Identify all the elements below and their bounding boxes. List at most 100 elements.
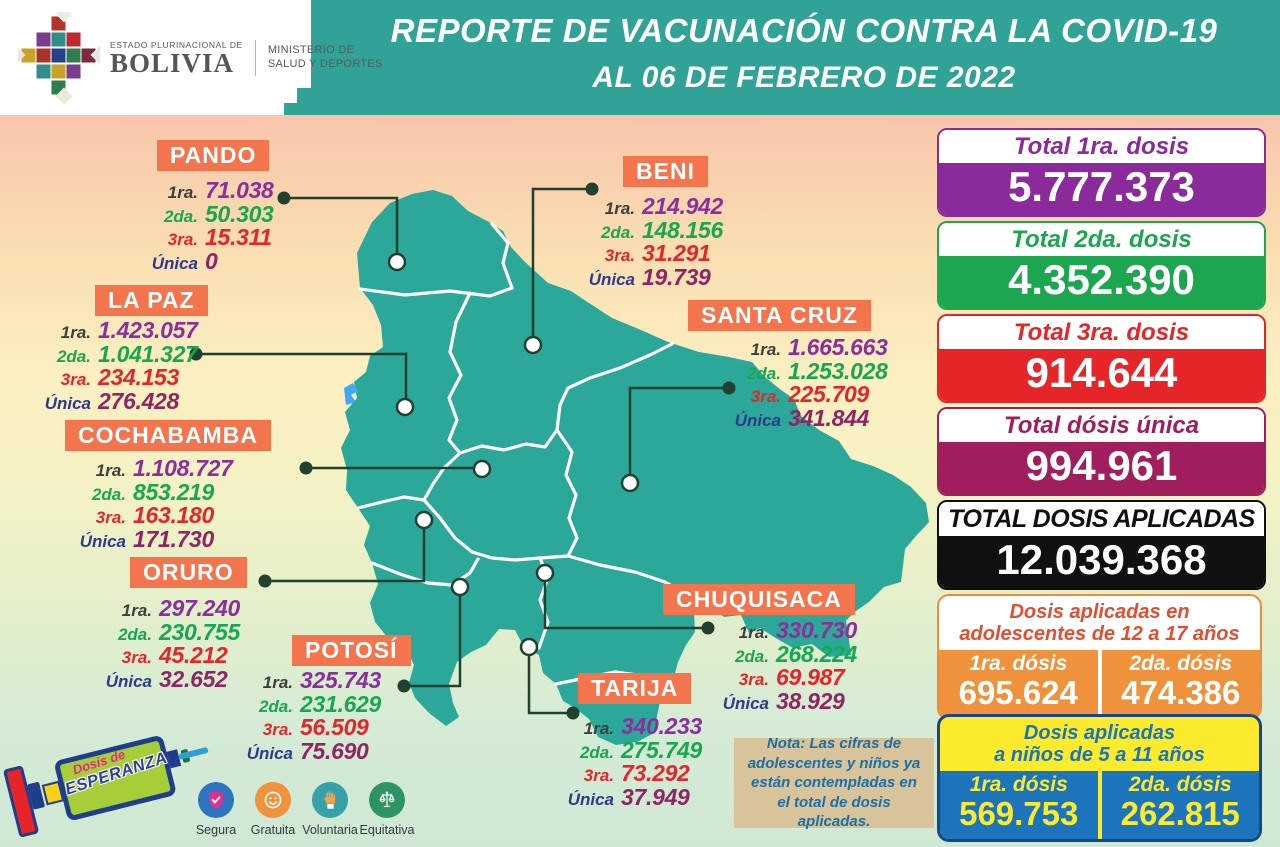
- children-2da-cell: 2da. dósis 262.815: [1101, 770, 1259, 839]
- dose-row: 3ra. 225.709: [671, 383, 888, 408]
- dose-label-3ra: 3ra.: [60, 370, 91, 389]
- department-block-la-paz: LA PAZ 1ra. 1.423.057 2da. 1.041.327 3ra. 2…: [0, 285, 208, 414]
- dose-value-2da: 275.749: [621, 736, 703, 763]
- cell-label: 2da. dósis: [1128, 772, 1232, 796]
- dose-value-1ra: 1.665.663: [788, 334, 888, 360]
- dose-label-unica: Única: [151, 253, 198, 273]
- dose-value-2da: 50.303: [205, 200, 274, 227]
- cell-value: 262.815: [1120, 794, 1240, 832]
- dose-value-unica: 32.652: [159, 665, 228, 692]
- dose-value-unica: 276.428: [98, 387, 180, 414]
- principle-label: Equitativa: [359, 823, 415, 837]
- dose-label-unica: Única: [722, 693, 769, 713]
- header: ESTADO PLURINACIONAL DE BOLIVIA MINISTER…: [0, 0, 1280, 115]
- dose-label-2da: 2da.: [600, 222, 635, 242]
- dose-label-2da: 2da.: [91, 484, 126, 504]
- dose-row: 2da. 148.156: [525, 218, 723, 244]
- dose-label-unica: Única: [105, 671, 152, 691]
- department-name: LA PAZ: [95, 285, 208, 316]
- dose-row: 2da. 1.253.028: [671, 357, 888, 385]
- dose-row: 3ra. 73.292: [504, 760, 702, 787]
- dose-value-1ra: 1.108.727: [133, 455, 233, 481]
- dose-label-1ra: 1ra.: [95, 461, 126, 480]
- dose-label-2da: 2da.: [258, 696, 293, 716]
- dose-row: 3ra. 31.291: [525, 242, 723, 267]
- dose-label-unica: Única: [246, 743, 293, 763]
- department-name: BENI: [623, 156, 708, 187]
- dose-value-2da: 1.041.327: [98, 340, 198, 367]
- dose-value-2da: 230.755: [159, 618, 241, 645]
- dose-value-3ra: 69.987: [776, 664, 845, 690]
- dose-value-unica: 75.690: [300, 737, 369, 764]
- children-card-title: Dosis aplicadas a niños de 5 a 11 años: [940, 717, 1259, 771]
- total-card-label: Total dósis única: [939, 409, 1264, 442]
- ministry-line2: SALUD Y DEPORTES: [267, 58, 383, 70]
- dose-label-2da: 2da.: [579, 742, 614, 762]
- cell-label: 1ra. dósis: [969, 772, 1068, 796]
- dose-value-2da: 1.253.028: [788, 357, 888, 384]
- department-marker-dots: [387, 252, 640, 657]
- dose-row: 1ra. 1.665.663: [671, 334, 888, 361]
- total-card-value: 994.961: [939, 442, 1264, 495]
- dose-row: 1ra. 340.233: [504, 715, 703, 740]
- total-card-3ra-dosis: Total 3ra. dosis 914.644: [937, 314, 1266, 404]
- dose-row: 1ra. 1.423.057: [0, 317, 198, 344]
- dose-label-2da: 2da.: [56, 346, 91, 366]
- dose-label-2da: 2da.: [746, 363, 781, 383]
- dose-value-3ra: 163.180: [133, 502, 215, 528]
- adolescents-title-line1: Dosis aplicadas en: [1009, 601, 1190, 623]
- department-block-oruro: ORURO 1ra. 297.240 2da. 230.755 3ra. 45.212…: [42, 557, 247, 692]
- logo-divider: [254, 40, 256, 76]
- dose-row: Única 75.690: [183, 737, 381, 765]
- dose-label-1ra: 1ra.: [121, 601, 152, 620]
- cell-label: 2da. dósis: [1129, 651, 1233, 675]
- adolescents-2da-cell: 2da. dósis 474.386: [1101, 649, 1260, 718]
- lake-titicaca-icon: [344, 383, 358, 405]
- dose-value-1ra: 1.423.057: [98, 317, 198, 343]
- department-name: CHUQUISACA: [663, 584, 855, 615]
- dose-row: 1ra. 330.730: [659, 617, 858, 644]
- department-block-chuquisaca: CHUQUISACA 1ra. 330.730 2da. 268.224 3ra. 6…: [659, 584, 858, 715]
- children-title-line2: a niños de 5 a 11 años: [994, 744, 1205, 767]
- dose-label-3ra: 3ra.: [738, 670, 769, 689]
- dose-row: 1ra. 214.942: [525, 193, 724, 220]
- dose-row: Única 171.730: [16, 525, 233, 553]
- dose-value-unica: 0: [205, 247, 218, 274]
- children-cells: 1ra. dósis 569.753 2da. dósis 262.815: [940, 770, 1259, 839]
- dose-value-unica: 341.844: [788, 404, 870, 431]
- dose-label-3ra: 3ra.: [167, 230, 198, 249]
- department-block-tarija: TARIJA 1ra. 340.233 2da. 275.749 3ra. 73.29…: [504, 673, 703, 811]
- dose-value-3ra: 45.212: [159, 642, 228, 668]
- principle-equitativa: Equitativa: [359, 782, 415, 837]
- note-prefix: Nota:: [766, 735, 806, 753]
- connector-lines: [196, 187, 729, 715]
- dose-label-unica: Única: [734, 410, 781, 430]
- connector-end-dots: [189, 182, 736, 720]
- dose-value-1ra: 325.743: [300, 667, 382, 693]
- dose-label-2da: 2da.: [734, 646, 769, 666]
- dose-value-1ra: 214.942: [642, 193, 724, 219]
- total-card-label: Total 1ra. dosis: [939, 130, 1264, 163]
- dose-row: Única 37.949: [504, 785, 702, 811]
- dose-value-unica: 19.739: [642, 263, 711, 290]
- dose-value-3ra: 73.292: [621, 760, 690, 786]
- dose-label-1ra: 1ra.: [604, 199, 635, 218]
- dose-label-3ra: 3ra.: [750, 387, 781, 406]
- principle-segura: Segura: [190, 782, 242, 837]
- dose-label-unica: Única: [79, 531, 126, 551]
- total-card-label: TOTAL DOSIS APLICADAS: [939, 502, 1264, 536]
- dose-row: 1ra. 325.743: [183, 667, 382, 694]
- dose-row: 2da. 1.041.327: [0, 340, 198, 368]
- dose-row: 3ra. 45.212: [42, 642, 240, 669]
- dose-value-unica: 171.730: [133, 525, 215, 552]
- report-title: REPORTE DE VACUNACIÓN CONTRA LA COVID-19: [390, 12, 1218, 49]
- cell-value: 474.386: [1121, 673, 1241, 711]
- total-card-value: 914.644: [939, 349, 1264, 402]
- dose-label-1ra: 1ra.: [167, 183, 198, 202]
- adolescents-title-line2: adolescentes de 12 a 17 años: [959, 623, 1240, 646]
- dose-value-1ra: 330.730: [776, 617, 858, 643]
- dose-row: Única 38.929: [659, 689, 857, 715]
- logo-area: ESTADO PLURINACIONAL DE BOLIVIA MINISTER…: [18, 8, 383, 108]
- department-block-pando: PANDO 1ra. 71.038 2da. 50.303 3ra. 15.311 Ú…: [88, 140, 274, 274]
- bolivia-chakana-logo-icon: [18, 12, 100, 104]
